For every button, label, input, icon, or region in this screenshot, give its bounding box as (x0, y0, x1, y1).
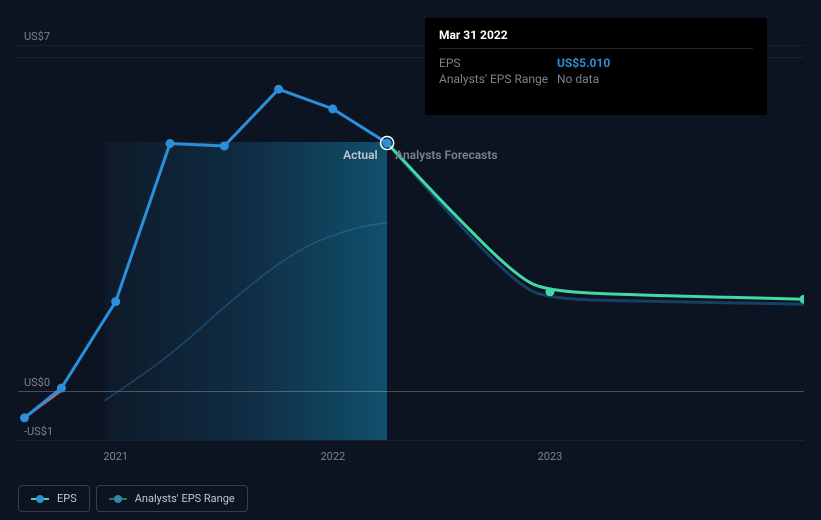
tooltip-value: No data (557, 72, 599, 86)
y-axis-label: US$0 (24, 376, 50, 391)
legend-label: Analysts' EPS Range (135, 492, 235, 505)
tooltip-key: EPS (439, 56, 557, 70)
region-label-actual: Actual (343, 148, 378, 162)
tooltip-value: US$5.010 (557, 56, 610, 70)
legend-item-range[interactable]: Analysts' EPS Range (96, 485, 248, 512)
tooltip-title: Mar 31 2022 (439, 28, 753, 48)
x-axis-label: 2022 (320, 450, 345, 463)
x-axis-label: 2021 (103, 450, 128, 463)
chart-legend: EPS Analysts' EPS Range (18, 485, 248, 512)
x-axis-label: 2023 (538, 450, 563, 463)
tooltip-row: Analysts' EPS RangeNo data (439, 71, 753, 87)
tooltip-key: Analysts' EPS Range (439, 72, 557, 86)
y-axis-label: -US$1 (24, 425, 53, 440)
legend-label: EPS (57, 492, 77, 505)
legend-item-eps[interactable]: EPS (18, 485, 90, 512)
legend-swatch-eps (31, 495, 49, 503)
y-axis-label: US$7 (24, 30, 50, 45)
tooltip-divider (439, 48, 753, 49)
gridline (18, 440, 804, 441)
tooltip-row: EPSUS$5.010 (439, 55, 753, 71)
chart-tooltip: Mar 31 2022 EPSUS$5.010Analysts' EPS Ran… (425, 18, 767, 115)
region-label-forecast: Analysts Forecasts (395, 148, 497, 162)
legend-swatch-range (109, 495, 127, 503)
